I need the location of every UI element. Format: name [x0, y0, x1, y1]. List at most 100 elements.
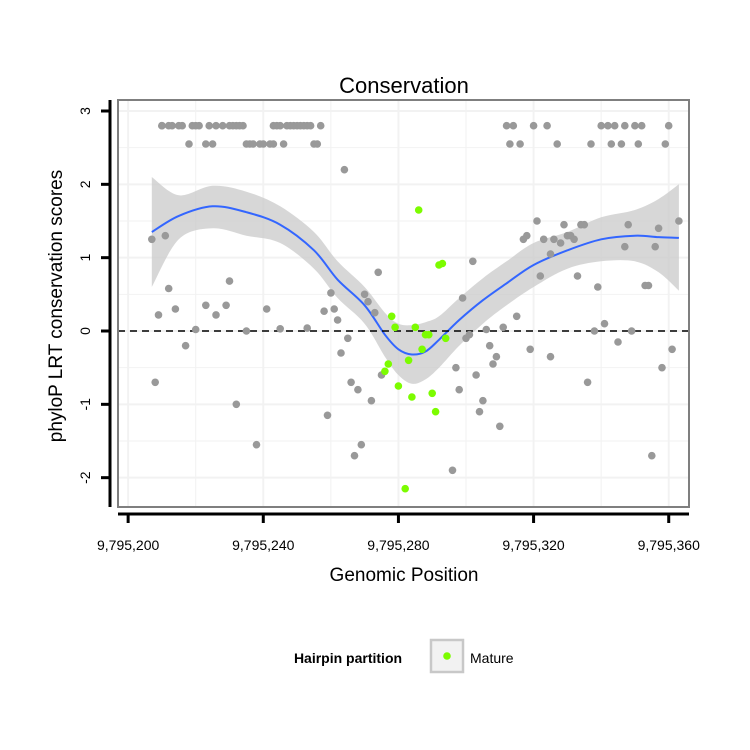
y-axis-title: phyloP LRT conservation scores — [46, 170, 67, 443]
other-point — [161, 231, 170, 240]
mature-point — [408, 393, 416, 401]
other-point — [499, 323, 508, 332]
other-point — [452, 363, 460, 372]
other-point — [482, 325, 491, 334]
other-point — [158, 121, 166, 130]
other-point — [573, 272, 582, 280]
other-point — [333, 316, 342, 324]
other-point — [475, 407, 484, 416]
mature-point — [391, 323, 399, 332]
other-point — [208, 140, 217, 148]
x-tick-label: 9,795,200 — [97, 537, 159, 553]
y-tick-label: 3 — [77, 107, 93, 115]
other-point — [323, 411, 332, 420]
other-point — [340, 165, 349, 174]
other-point — [259, 140, 268, 148]
other-point — [222, 301, 230, 310]
mature-point — [384, 360, 393, 368]
other-point — [675, 217, 683, 225]
other-point — [506, 140, 514, 148]
y-tick-label: -1 — [77, 398, 93, 411]
other-point — [583, 378, 592, 387]
mature-point — [441, 334, 450, 343]
other-point — [668, 345, 676, 354]
other-point — [164, 284, 173, 293]
other-point — [516, 140, 524, 148]
other-point — [357, 440, 366, 449]
mature-point — [418, 345, 426, 354]
other-point — [556, 239, 565, 247]
other-point — [218, 121, 227, 130]
mature-point — [431, 407, 440, 416]
other-point — [455, 385, 464, 394]
other-point — [344, 334, 352, 343]
other-point — [354, 385, 362, 394]
other-point — [327, 289, 335, 297]
other-point — [367, 396, 376, 405]
mature-point — [428, 389, 437, 398]
other-point — [617, 140, 626, 148]
x-tick-label: 9,795,360 — [638, 537, 700, 553]
other-point — [364, 297, 372, 306]
other-point — [205, 121, 213, 130]
other-point — [202, 140, 210, 148]
other-point — [154, 311, 163, 319]
other-point — [185, 140, 193, 148]
mature-point — [394, 382, 403, 390]
other-point — [621, 121, 629, 130]
other-point — [479, 396, 487, 405]
mature-point — [387, 312, 396, 321]
legend-title: Hairpin partition — [294, 650, 402, 666]
other-point — [536, 272, 545, 280]
other-point — [590, 327, 599, 335]
y-tick-label: 1 — [77, 254, 93, 262]
other-point — [496, 422, 504, 431]
other-point — [320, 307, 328, 316]
other-point — [242, 327, 251, 335]
other-point — [249, 140, 257, 148]
other-point — [374, 268, 383, 277]
other-point — [276, 325, 285, 333]
other-point — [512, 312, 521, 321]
other-point — [448, 466, 457, 475]
other-point — [148, 235, 156, 244]
axes: 9,795,200 9,795,240 9,795,280 9,795,320 9,79… — [77, 100, 700, 553]
y-tick-label: 2 — [77, 180, 93, 188]
other-point — [523, 231, 531, 240]
other-point — [181, 341, 190, 350]
other-point — [550, 235, 558, 244]
other-point — [587, 140, 595, 148]
legend: Hairpin partition Mature — [294, 638, 514, 674]
other-point — [631, 121, 639, 130]
other-point — [276, 121, 285, 130]
other-point — [178, 121, 186, 130]
mature-point — [438, 259, 447, 268]
other-point — [212, 311, 220, 319]
other-point — [533, 217, 541, 225]
other-point — [661, 140, 670, 148]
other-point — [634, 140, 643, 148]
other-point — [472, 371, 480, 379]
other-point — [330, 305, 339, 313]
other-point — [658, 363, 666, 372]
mature-point — [404, 356, 413, 365]
y-tick-label: -2 — [77, 471, 93, 484]
other-point — [458, 294, 467, 302]
other-point — [627, 327, 636, 335]
mature-point — [381, 367, 389, 376]
other-point — [648, 451, 656, 460]
other-point — [252, 440, 261, 449]
x-tick-label: 9,795,280 — [367, 537, 429, 553]
other-point — [614, 338, 622, 346]
other-point — [313, 140, 322, 148]
other-point — [543, 121, 551, 130]
legend-label-mature: Mature — [470, 650, 514, 666]
chart-title: Conservation — [339, 73, 469, 98]
other-point — [360, 290, 369, 299]
other-point — [621, 242, 629, 251]
other-point — [279, 140, 288, 148]
other-point — [269, 140, 278, 148]
other-point — [212, 121, 220, 130]
other-point — [191, 325, 200, 334]
